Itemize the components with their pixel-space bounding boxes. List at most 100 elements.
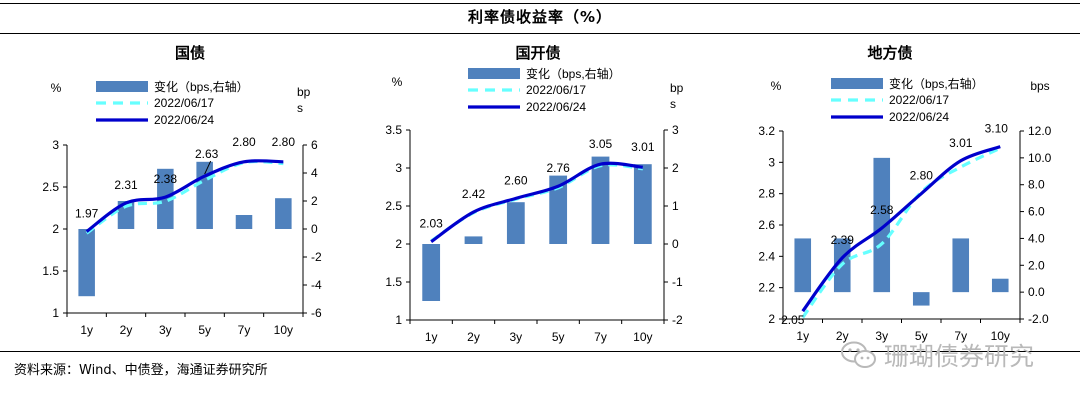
y-tick-label: 1 [395,313,402,327]
y2-tick-label: -2 [311,250,322,264]
x-tick-label: 7y [954,329,967,343]
bar-1y [78,229,95,297]
label-leader-line [204,160,212,175]
data-label: 2.31 [114,178,138,192]
y-tick-label: 2 [768,312,775,326]
data-label: 2.42 [462,187,486,201]
chart-1: 1 1.5 2 2.5 3 -6 -4 -2 0 2 4 6 1y 2y 3y 5y 7y 10y% bp s 1.97… [42,79,322,337]
x-tick-label: 5y [198,323,211,337]
top-rule [0,3,1080,4]
left-unit-label: % [51,81,62,95]
line-series-0624 [85,159,284,233]
legend-label: 变化（bps,右轴） [526,66,621,81]
data-label: 2.76 [546,161,570,175]
line-series-0617 [85,159,284,235]
y2-tick-label: -6 [311,306,322,320]
data-label: 2.80 [232,135,256,149]
legend-label: 2022/06/17 [154,96,214,110]
chart-3: 2 2.2 2.4 2.6 2.8 3 3.2 -2.0 0.0 2.0 4.0 6.0 8.0 10.0… [758,76,1051,343]
watermark-text: 珊瑚债券研究 [884,342,1035,371]
bottom-rule [0,351,1080,352]
y2-tick-label: 3 [672,123,679,137]
y-tick-label: 3 [768,155,775,169]
y-tick-label: 1 [52,306,59,320]
bar-3y [506,202,525,244]
data-label: 2.60 [504,173,528,187]
right-unit-label: bp [297,85,311,99]
chart-3-title: 地方债 [867,44,913,62]
bar-7y [952,238,970,293]
data-label: 2.03 [419,217,443,231]
legend-label: 2022/06/24 [526,100,586,114]
y2-tick-label: 10.0 [1028,151,1052,165]
line-series-0617 [430,163,644,243]
y-tick-label: 2.6 [758,218,775,232]
chart-1-title: 国债 [174,44,205,62]
left-unit-label: % [392,75,403,89]
line-series-0624 [801,145,1001,313]
x-tick-label: 1y [796,329,809,343]
x-tick-label: 1y [80,323,93,337]
right-unit-label: bp [670,81,684,95]
y2-tick-label: 4.0 [1028,231,1045,245]
y2-tick-label: 2 [311,194,318,208]
y-tick-label: 3.2 [758,124,775,138]
y-tick-label: 2 [395,237,402,251]
legend-label: 2022/06/17 [889,93,949,107]
bar-7y [591,156,610,244]
y-tick-label: 2 [52,222,59,236]
bar-5y [549,175,568,244]
data-label: 2.63 [195,147,219,161]
y-tick-label: 2.8 [758,187,775,201]
y2-tick-label: -4 [311,278,322,292]
title-rule [0,33,1080,34]
y-tick-label: 2.4 [758,249,775,263]
x-tick-label: 1y [425,330,438,344]
y2-tick-label: 6 [311,138,318,152]
legend: 变化（bps,右轴） 2022/06/17 2022/06/24 [831,76,984,124]
y-tick-label: 3.5 [385,123,402,137]
watermark: 珊瑚债券研究 [840,337,1034,373]
legend-bar-swatch [468,68,520,79]
legend-label: 2022/06/24 [889,110,949,124]
right-unit-label-wrap: s [670,97,676,111]
legend-bar-swatch [831,78,883,89]
y2-tick-label: -2 [672,313,683,327]
data-label: 1.97 [75,207,99,221]
data-label: 3.01 [949,136,973,150]
legend-bar-swatch [96,81,148,92]
x-tick-label: 5y [552,330,565,344]
legend-label: 变化（bps,右轴） [889,76,984,91]
y2-tick-label: 4 [311,166,318,180]
x-tick-label: 2y [836,329,849,343]
legend-label: 2022/06/17 [526,83,586,97]
data-label: 2.39 [831,233,855,247]
x-tick-label: 3y [509,330,522,344]
right-unit-label: bps [1030,79,1049,93]
legend-label: 变化（bps,右轴） [154,79,249,94]
legend: 变化（bps,右轴） 2022/06/17 2022/06/24 [96,79,249,127]
data-label: 2.80 [910,169,934,183]
left-unit-label: % [771,79,782,93]
bar-2y [464,236,483,244]
y-tick-label: 2.5 [42,180,59,194]
y-tick-label: 2.5 [385,199,402,213]
x-tick-label: 2y [467,330,480,344]
legend: 变化（bps,右轴） 2022/06/17 2022/06/24 [468,66,621,114]
y2-tick-label: -1 [672,275,683,289]
line-series-0617 [801,146,1001,319]
x-tick-label: 10y [274,323,293,337]
source-note: 资料来源：Wind、中债登，海通证券研究所 [14,363,268,378]
y2-tick-label: -2.0 [1028,312,1049,326]
y2-tick-label: 2 [672,161,679,175]
data-label: 3.01 [631,140,655,154]
x-tick-label: 3y [875,329,888,343]
bar-1y [422,244,441,301]
data-label: 2.05 [781,313,805,327]
x-tick-label: 10y [633,330,652,344]
bar-10y [991,278,1009,293]
right-unit-label-wrap: s [297,101,303,115]
y2-tick-label: 0 [311,222,318,236]
y2-tick-label: 2.0 [1028,258,1045,272]
main-title: 利率债收益率（%） [467,8,613,26]
